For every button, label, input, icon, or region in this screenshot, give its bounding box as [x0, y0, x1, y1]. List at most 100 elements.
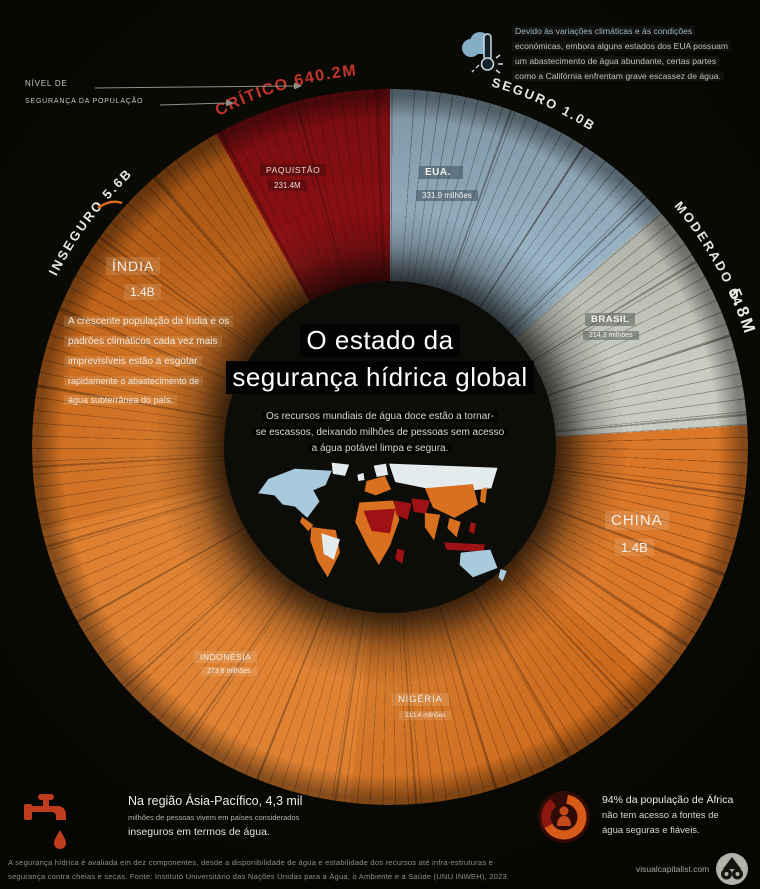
label-paquistao-value: 231.4M	[268, 180, 307, 191]
callout-bottom-left-line3: inseguros em termos de água.	[128, 826, 270, 838]
page-title-line2: segurança hídrica global	[226, 361, 534, 394]
map-region-australia	[459, 549, 498, 578]
callout-top-right-line2-wrap: económicas, embora alguns estados dos EU…	[512, 39, 752, 54]
world-map	[258, 462, 507, 582]
subtitle-line1-wrap: Os recursos mundiais de água doce estão …	[0, 406, 760, 424]
map-region-uk	[357, 472, 365, 482]
page-title-line2-wrap: segurança hídrica global	[0, 361, 760, 394]
map-region-new-zealand	[498, 569, 507, 582]
label-china: CHINA	[605, 511, 669, 530]
label-india: ÍNDIA	[106, 257, 161, 275]
footer-line2: segurança contra cheias e secas. Fonte: …	[8, 872, 510, 881]
india-note-line2: padrões climáticos cada vez mais	[64, 336, 222, 347]
inseguro-swoosh-mark	[97, 200, 123, 210]
paquistao-value: 231.4M	[268, 180, 307, 191]
china-value: 1.4B	[615, 539, 654, 556]
india-note-line5-wrap: água subterrânea do país.	[64, 395, 254, 405]
subtitle-line3: a água potável limpa e segura.	[307, 443, 453, 454]
map-region-north-america	[258, 468, 332, 518]
label-china-value: 1.4B	[615, 539, 654, 556]
label-indonesia: INDONÉSIA	[194, 651, 258, 663]
callout-top-right-line1: Devido às variações climáticas e às cond…	[512, 26, 696, 36]
eua-name: EUA.	[419, 166, 463, 179]
footer-source-note: A segurança hídrica é avaliada em dez co…	[8, 856, 608, 884]
brasil-value: 214,3 milhões	[583, 331, 639, 340]
india-note-line2-wrap: padrões climáticos cada vez mais	[64, 336, 254, 347]
legend-leader-line-2	[159, 102, 227, 106]
map-region-japan	[480, 487, 488, 504]
label-indonesia-value: 273.8 milhões	[201, 667, 257, 676]
map-region-scandinavia	[373, 463, 389, 477]
subtitle-line1: Os recursos mundiais de água doce estão …	[262, 411, 498, 422]
label-paquistao: PAQUISTÃO	[260, 164, 327, 176]
india-note-line3: imprevisíveis estão a esgotar	[64, 356, 202, 367]
map-region-middle-east	[394, 500, 412, 520]
site-link[interactable]: visualcapitalist.com	[636, 864, 710, 874]
subtitle-line3-wrap: a água potável limpa e segura.	[0, 438, 760, 456]
india-note-line1-wrap: A crescente população da Índia e os	[64, 316, 254, 327]
legend-leader-arrow-2	[226, 99, 234, 107]
map-region-europe	[364, 475, 392, 496]
subtitle-line2-wrap: se escassos, deixando milhões de pessoas…	[0, 422, 760, 440]
india-note-line5: água subterrânea do país.	[64, 395, 178, 405]
callout-bottom-left-line1: Na região Ásia-Pacífico, 4,3 mil	[128, 794, 303, 808]
visual-capitalist-logo	[716, 853, 748, 885]
map-region-central-africa	[363, 508, 396, 534]
map-region-iran-afghanistan	[411, 498, 430, 514]
page-title: O estado da	[300, 324, 460, 357]
map-region-china-asia	[424, 484, 479, 518]
india-note-line1: A crescente população da Índia e os	[64, 316, 234, 327]
africa-population-ring-icon	[538, 791, 590, 843]
label-brasil: BRASIL	[585, 313, 636, 326]
label-nigeria: NIGÉRIA	[392, 693, 449, 706]
china-name: CHINA	[605, 511, 669, 530]
map-region-central-america	[300, 516, 314, 532]
callout-bottom-left-line2: milhões de pessoas vivem em países consi…	[128, 813, 300, 822]
paquistao-name: PAQUISTÃO	[260, 164, 327, 176]
callout-top-right: Devido às variações climáticas e às cond…	[512, 24, 752, 84]
subtitle-line2: se escassos, deixando milhões de pessoas…	[251, 427, 509, 438]
label-nigeria-value: 213.4 milhões	[399, 711, 452, 720]
label-eua-value: 331.9 milhões	[416, 190, 478, 201]
legend-line-2: SEGURANÇA DA POPULAÇÃO	[25, 98, 144, 105]
map-region-greenland	[331, 462, 350, 476]
legend-leader-line-1	[94, 85, 295, 89]
page-title-line1-wrap: O estado da	[0, 324, 760, 357]
label-india-value: 1.4B	[124, 284, 161, 300]
callout-top-right-line2: económicas, embora alguns estados dos EU…	[512, 41, 732, 51]
map-region-madagascar	[395, 548, 405, 564]
india-value: 1.4B	[124, 284, 161, 300]
climate-thermometer-icon	[462, 32, 503, 74]
indonesia-value: 273.8 milhões	[201, 667, 257, 676]
legend-leader-arrow-1	[294, 82, 302, 90]
eua-value: 331.9 milhões	[416, 190, 478, 201]
india-note-line4-wrap: rapidamente o abastecimento de	[64, 376, 254, 386]
callout-bottom-right-line3: água seguras e fiáveis.	[602, 825, 700, 836]
callout-top-right-line3-wrap: um abastecimento de água abundante, cert…	[512, 54, 752, 69]
callout-top-right-line4: como a Califórnia enfrentam grave escass…	[512, 71, 724, 81]
footer-line1: A segurança hídrica é avaliada em dez co…	[8, 858, 494, 867]
indonesia-name: INDONÉSIA	[194, 651, 258, 663]
brasil-name: BRASIL	[585, 313, 636, 326]
india-note-line4: rapidamente o abastecimento de	[64, 376, 204, 386]
callout-top-right-line1-wrap: Devido às variações climáticas e às cond…	[512, 24, 752, 39]
legend-line-1: NÍVEL DE	[25, 79, 68, 88]
label-eua: EUA.	[419, 166, 463, 179]
callout-bottom-right-line2: não tem acesso a fontes de	[602, 810, 719, 821]
callout-bottom-right-line1: 94% da população de África	[602, 794, 734, 806]
label-brasil-value: 214,3 milhões	[583, 331, 639, 340]
callout-bottom-left: Na região Ásia-Pacífico, 4,3 mil milhões…	[128, 794, 302, 838]
india-note-line3-wrap: imprevisíveis estão a esgotar	[64, 356, 254, 367]
india-note: A crescente população da Índia e os padr…	[64, 316, 254, 414]
map-region-southeast-asia	[447, 517, 461, 538]
callout-top-right-line3: um abastecimento de água abundante, cert…	[512, 56, 720, 66]
map-region-philippines	[468, 521, 477, 535]
map-region-brazil	[321, 533, 340, 560]
india-name: ÍNDIA	[106, 257, 161, 275]
nigeria-value: 213.4 milhões	[399, 711, 452, 720]
map-region-india	[424, 512, 441, 541]
map-region-indonesia	[444, 542, 486, 552]
callout-bottom-right: 94% da população de África não tem acess…	[602, 794, 733, 836]
callout-top-right-line4-wrap: como a Califórnia enfrentam grave escass…	[512, 69, 752, 84]
